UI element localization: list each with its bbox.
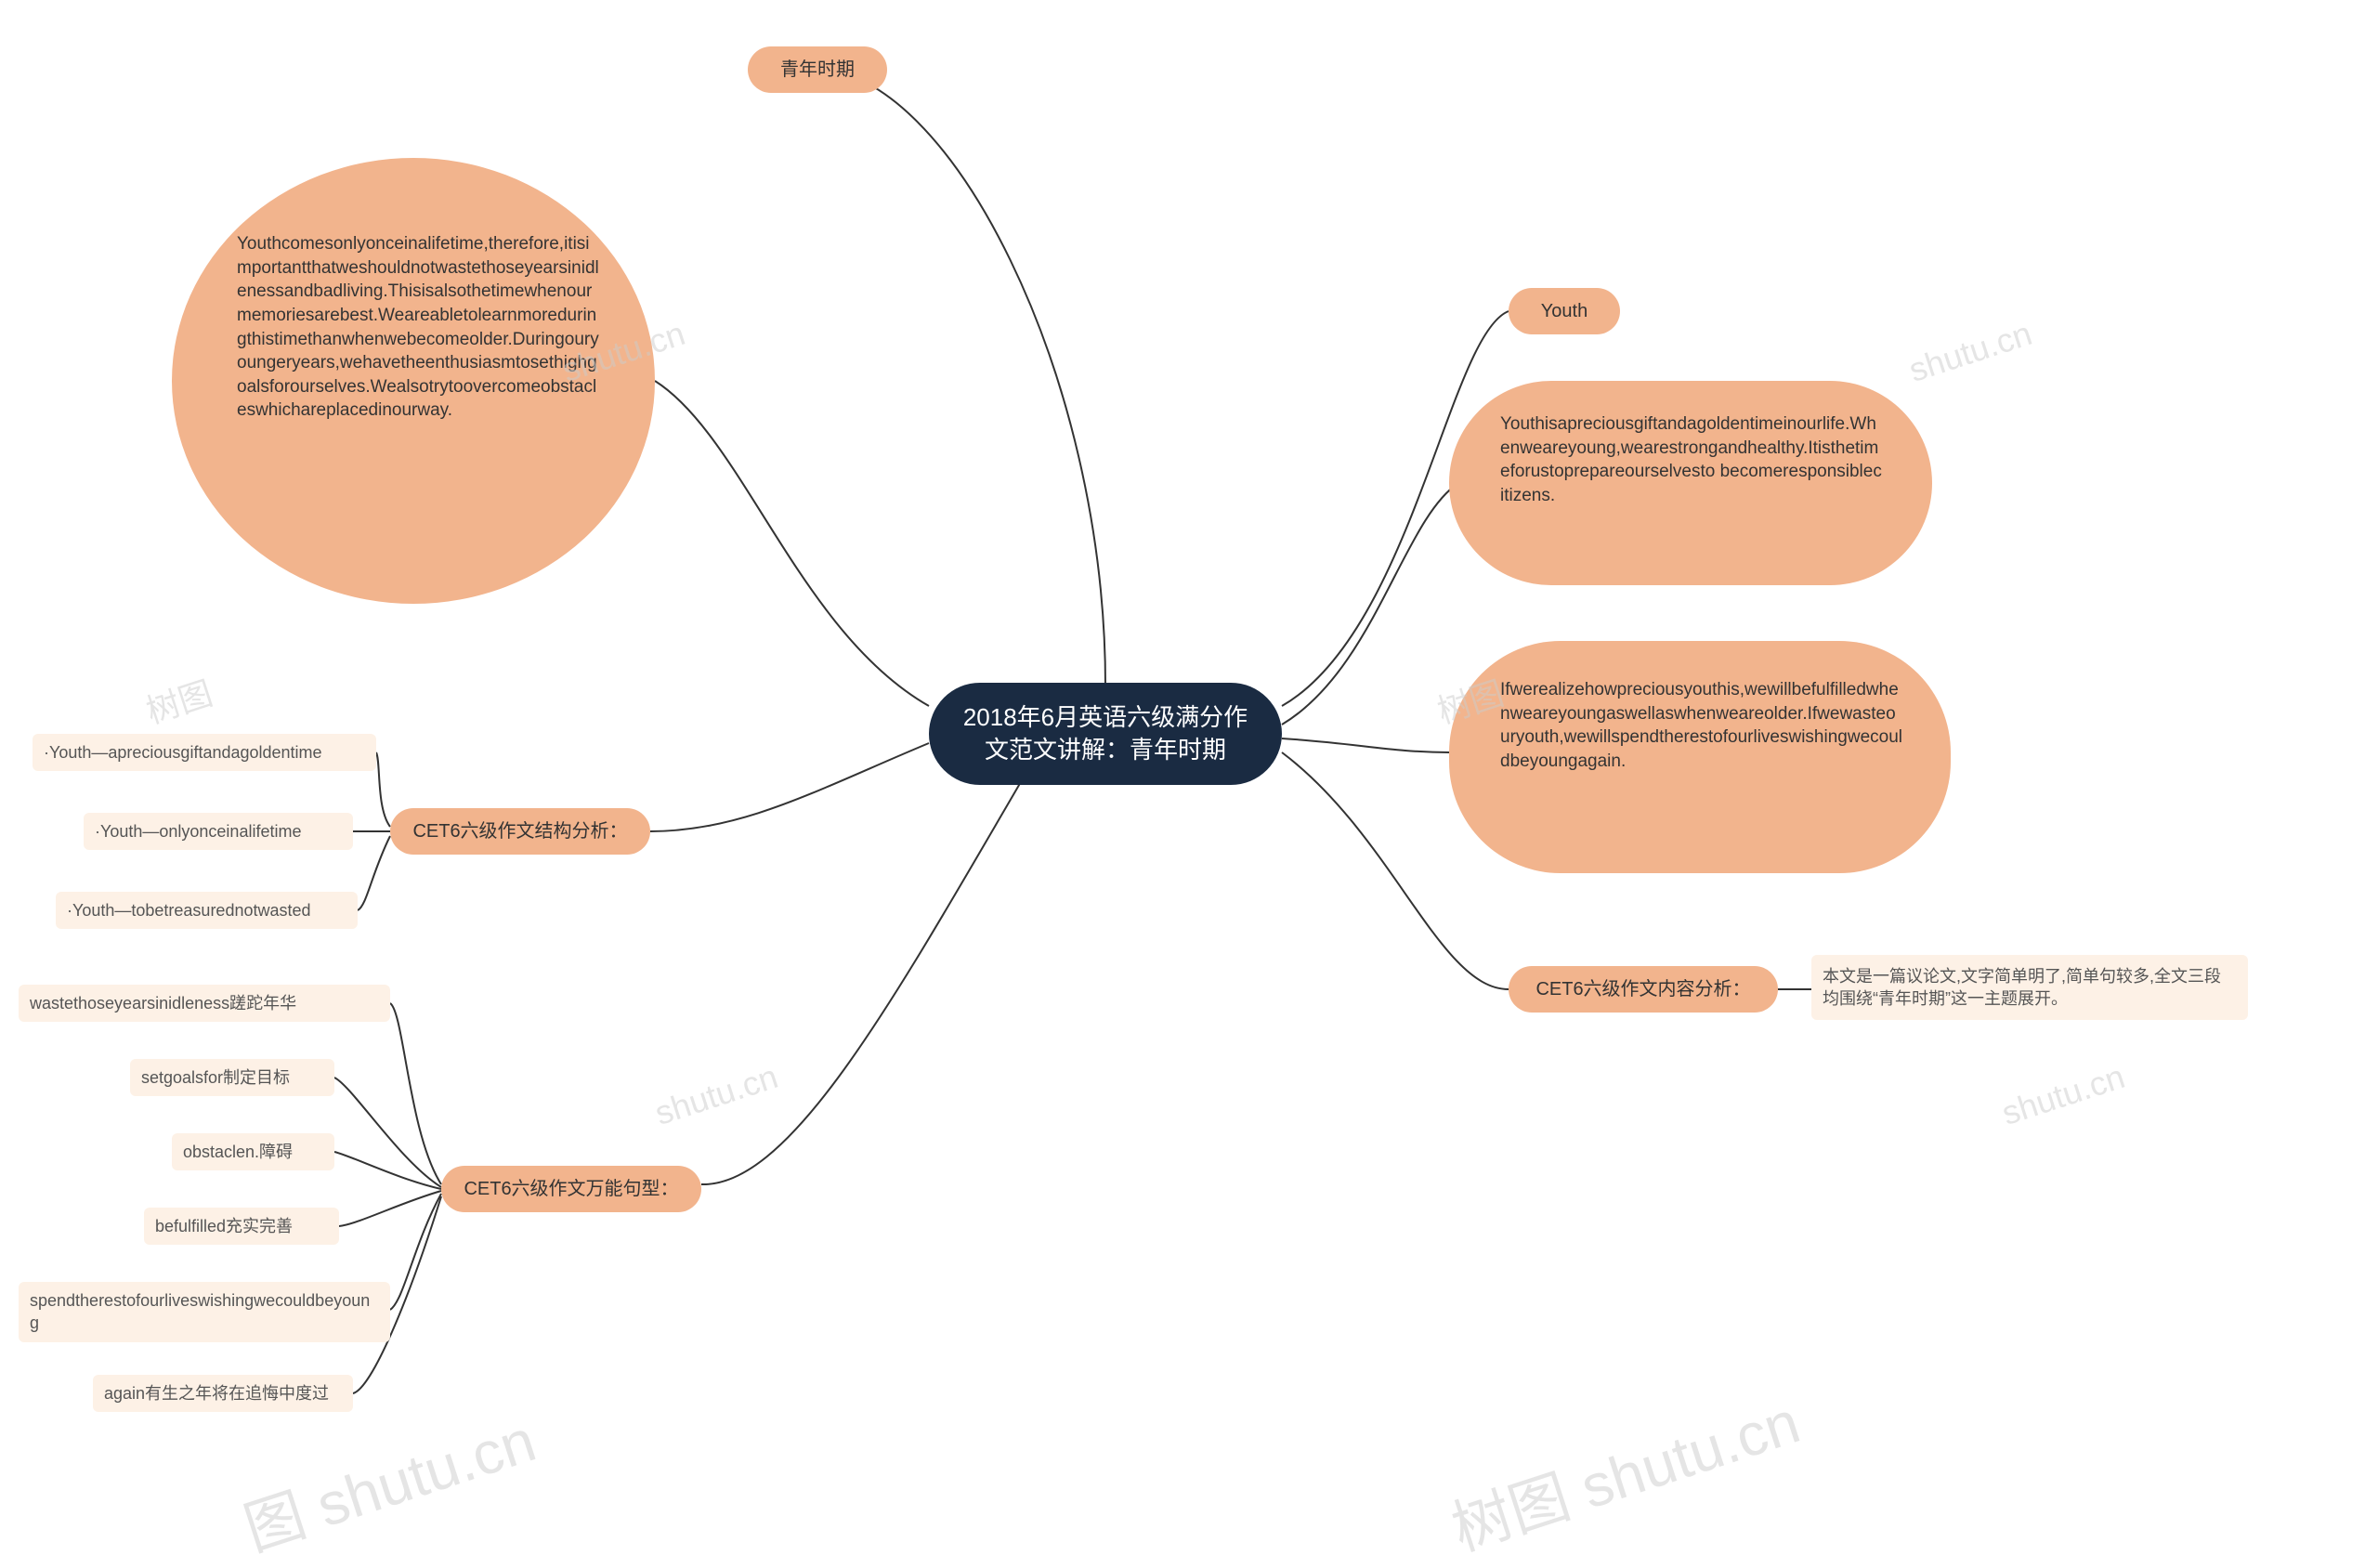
branch-b_struct: CET6六级作文结构分析： <box>390 808 650 855</box>
watermark: 树图 shutu.cn <box>1440 1375 1809 1567</box>
leaf-label: setgoalsfor制定目标 <box>141 1066 290 1089</box>
leaf-l_p1: wastethoseyearsinidleness蹉跎年华 <box>19 985 390 1022</box>
leaf-l_p3: obstaclen.障碍 <box>172 1133 334 1170</box>
leaf-label: ·Youth—tobetreasurednotwasted <box>67 899 311 921</box>
leaf-l_p6: again有生之年将在追悔中度过 <box>93 1375 353 1412</box>
leaf-label: wastethoseyearsinidleness蹉跎年华 <box>30 992 296 1014</box>
bubble-bub_left: Youthcomesonlyonceinalifetime,therefore,… <box>172 158 655 604</box>
watermark: shutu.cn <box>1997 1057 2129 1133</box>
leaf-label: ·Youth—apreciousgiftandagoldentime <box>44 741 322 764</box>
leaf-label: befulfilled充实完善 <box>155 1215 293 1237</box>
watermark: shutu.cn <box>1904 314 2036 390</box>
leaf-l_s1: ·Youth—apreciousgiftandagoldentime <box>33 734 376 771</box>
branch-label: Youth <box>1541 299 1588 324</box>
edge <box>1282 738 1449 752</box>
leaf-label: obstaclen.障碍 <box>183 1141 293 1163</box>
leaf-l_p5: spendtherestofourliveswishingwecouldbeyo… <box>19 1282 390 1342</box>
leaf-label: 本文是一篇议论文,文字简单明了,简单句较多,全文三段均围绕“青年时期”这一主题展… <box>1823 965 2237 1011</box>
edge <box>1282 483 1458 725</box>
edge <box>339 1191 441 1226</box>
branch-label: CET6六级作文万能句型： <box>464 1177 678 1202</box>
edge <box>376 752 390 827</box>
watermark: 图 shutu.cn <box>232 1393 544 1568</box>
edge <box>655 381 929 706</box>
leaf-l_c1: 本文是一篇议论文,文字简单明了,简单句较多,全文三段均围绕“青年时期”这一主题展… <box>1811 955 2248 1020</box>
edge <box>358 836 390 910</box>
edge <box>390 1194 441 1310</box>
leaf-l_p4: befulfilled充实完善 <box>144 1208 339 1245</box>
mindmap-canvas: 2018年6月英语六级满分作文范文讲解：青年时期 青年时期 Youth CET6六级… <box>0 0 2378 1492</box>
branch-b_sentence: CET6六级作文万能句型： <box>441 1166 701 1212</box>
watermark: shutu.cn <box>650 1057 782 1133</box>
branch-b_youth: Youth <box>1509 288 1620 334</box>
bubble-text: Youthisapreciousgiftandagoldentimeinourl… <box>1500 412 1886 508</box>
watermark: 树图 <box>139 667 218 734</box>
center-node: 2018年6月英语六级满分作文范文讲解：青年时期 <box>929 683 1282 785</box>
leaf-l_p2: setgoalsfor制定目标 <box>130 1059 334 1096</box>
branch-label: CET6六级作文内容分析： <box>1535 977 1750 1002</box>
bubble-text: Youthcomesonlyonceinalifetime,therefore,… <box>237 232 599 423</box>
center-label: 2018年6月英语六级满分作文范文讲解：青年时期 <box>957 701 1254 766</box>
bubble-bub_r1: Youthisapreciousgiftandagoldentimeinourl… <box>1449 381 1932 585</box>
bubble-bub_r2: Ifwerealizehowpreciousyouthis,wewillbefu… <box>1449 641 1951 873</box>
edge <box>390 1003 441 1184</box>
leaf-label: spendtherestofourliveswishingwecouldbeyo… <box>30 1289 379 1335</box>
branch-b_qnsq: 青年时期 <box>748 46 887 93</box>
leaf-label: ·Youth—onlyonceinalifetime <box>95 820 301 843</box>
leaf-l_s3: ·Youth—tobetreasurednotwasted <box>56 892 358 929</box>
edge <box>817 70 1105 686</box>
branch-b_content: CET6六级作文内容分析： <box>1509 966 1778 1013</box>
leaf-label: again有生之年将在追悔中度过 <box>104 1382 329 1405</box>
edge <box>334 1078 441 1187</box>
leaf-l_s2: ·Youth—onlyonceinalifetime <box>84 813 353 850</box>
edge <box>701 780 1022 1184</box>
branch-label: CET6六级作文结构分析： <box>412 819 627 844</box>
bubble-text: Ifwerealizehowpreciousyouthis,wewillbefu… <box>1500 678 1904 774</box>
branch-label: 青年时期 <box>780 58 855 83</box>
edge <box>650 743 929 831</box>
edge <box>334 1152 441 1189</box>
